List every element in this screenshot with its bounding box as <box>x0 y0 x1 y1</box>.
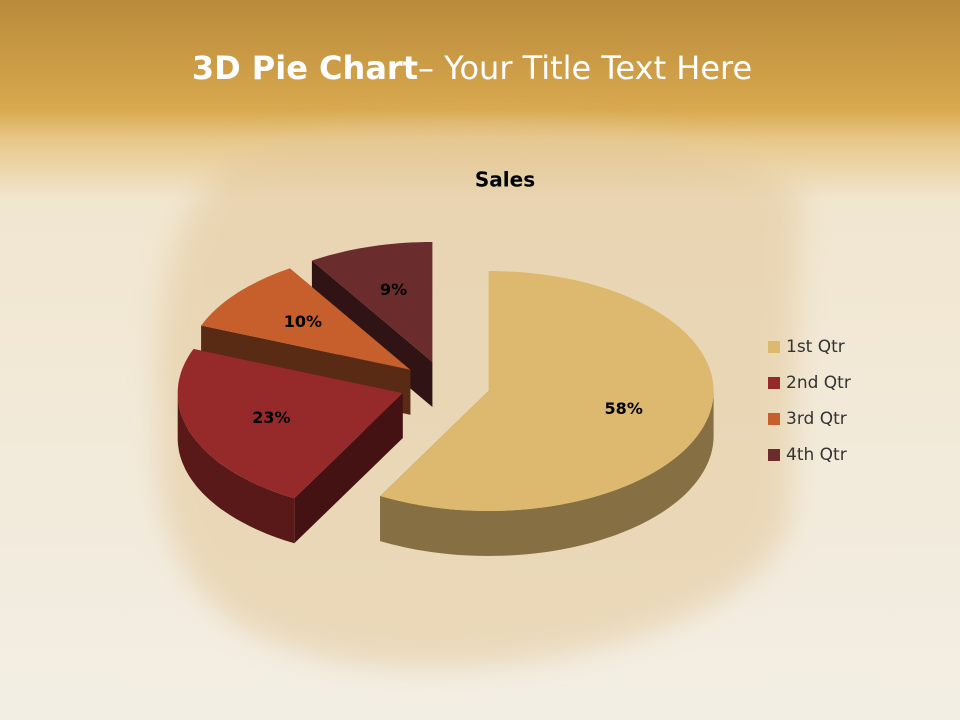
legend-label: 2nd Qtr <box>786 373 851 393</box>
title-bold: 3D Pie Chart <box>192 49 418 87</box>
title-rest: – Your Title Text Here <box>418 49 752 87</box>
legend-label: 4th Qtr <box>786 445 847 465</box>
legend-swatch <box>768 413 780 425</box>
data-label: 58% <box>605 399 643 418</box>
slice-side <box>177 393 295 544</box>
pie: 9% 10% 58% 23% <box>177 242 714 556</box>
legend-swatch <box>768 377 780 389</box>
data-label: 9% <box>380 280 407 299</box>
slide-title: 3D Pie Chart– Your Title Text Here <box>192 49 752 87</box>
data-label: 23% <box>252 408 290 427</box>
legend: 1st Qtr 2nd Qtr 3rd Qtr 4th Qtr <box>768 337 851 465</box>
legend-label: 3rd Qtr <box>786 409 847 429</box>
slice-side <box>380 391 714 556</box>
slice <box>177 349 403 499</box>
slice <box>201 268 411 370</box>
legend-swatch <box>768 449 780 461</box>
slice <box>311 242 433 362</box>
legend-label: 1st Qtr <box>786 337 845 357</box>
data-label: 10% <box>284 312 322 331</box>
slice <box>380 271 714 511</box>
legend-swatch <box>768 341 780 353</box>
chart-title: Sales <box>475 168 535 192</box>
